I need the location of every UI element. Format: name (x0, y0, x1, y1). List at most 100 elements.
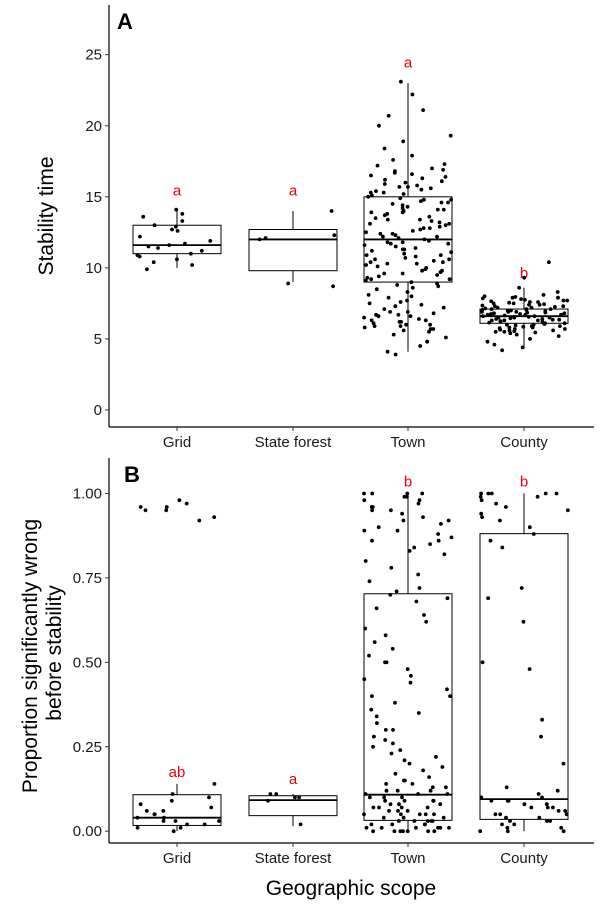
data-point (513, 323, 518, 328)
data-point (505, 825, 510, 830)
panel-a-y-tick-label: 0 (94, 402, 102, 419)
data-point (400, 240, 405, 245)
data-point (449, 250, 454, 255)
data-point (389, 565, 394, 570)
data-point (138, 505, 143, 509)
data-point (435, 273, 439, 277)
data-point (384, 788, 389, 793)
data-point (401, 139, 406, 144)
data-point (406, 185, 410, 189)
data-point (535, 494, 540, 499)
panel-b-box-county: b (479, 474, 569, 832)
box-iqr (132, 794, 222, 826)
data-point (562, 311, 567, 316)
data-point (428, 322, 432, 327)
data-point (397, 802, 401, 807)
data-point (527, 667, 532, 671)
panel-a-ylabel: Stability time (35, 156, 58, 275)
data-point (395, 528, 400, 533)
data-point (405, 829, 410, 834)
panel-b-box-state-forest: a (248, 771, 338, 827)
data-point (479, 491, 483, 496)
data-point (286, 281, 290, 286)
data-point (498, 327, 503, 332)
data-point (524, 307, 529, 312)
data-point (441, 207, 446, 212)
data-point (407, 549, 412, 553)
data-point (392, 829, 397, 834)
panel-b-x-tick-label-grid: Grid (163, 850, 191, 867)
data-point (447, 257, 451, 262)
data-point (382, 213, 387, 218)
data-point (440, 765, 445, 769)
data-point (387, 809, 391, 813)
data-point (145, 267, 149, 272)
data-point (171, 829, 176, 834)
data-point (488, 538, 493, 543)
data-point (514, 332, 519, 337)
data-point (141, 214, 146, 219)
data-point (479, 795, 484, 800)
data-point (381, 234, 385, 239)
data-point (504, 815, 508, 820)
data-point (541, 293, 546, 297)
data-point (544, 802, 549, 807)
panel-b-box-grid: ab (132, 764, 222, 832)
data-point (533, 330, 538, 335)
data-point (405, 809, 410, 813)
data-point (174, 224, 178, 229)
data-point (416, 711, 421, 715)
data-point (427, 214, 432, 219)
data-point (367, 301, 372, 306)
data-point (383, 738, 388, 742)
data-point (446, 518, 451, 523)
data-point (362, 243, 367, 248)
data-point (505, 829, 510, 834)
data-point (364, 263, 368, 267)
data-point (519, 586, 524, 590)
data-point (550, 317, 555, 322)
data-point (520, 345, 525, 350)
data-point (177, 498, 182, 503)
data-point (500, 348, 504, 353)
data-point (390, 202, 395, 206)
data-point (377, 805, 381, 810)
data-point (369, 318, 374, 323)
data-point (369, 822, 374, 827)
data-point (417, 586, 422, 590)
panel-a: A Stability time 0 5 10 15 20 25 Grid State for… (35, 5, 594, 451)
data-point (526, 315, 531, 319)
data-point (175, 257, 179, 262)
data-point (390, 646, 395, 651)
data-point (566, 508, 570, 513)
data-point (429, 219, 434, 223)
data-point (479, 511, 484, 516)
data-point (170, 792, 175, 796)
data-point (559, 825, 564, 830)
data-point (556, 334, 561, 338)
data-point (370, 508, 374, 513)
data-point (398, 324, 403, 328)
panel-a-box-state-forest: a (248, 182, 338, 283)
data-point (381, 190, 386, 195)
box-iqr (248, 795, 338, 817)
panel-b-points-grid (135, 498, 221, 834)
panel-a-y-tick-label: 15 (85, 189, 102, 206)
data-point (364, 253, 369, 257)
data-point (556, 809, 561, 813)
data-point (543, 310, 548, 315)
data-point (180, 219, 185, 223)
data-point (381, 815, 386, 820)
data-point (388, 592, 393, 597)
data-point (514, 310, 519, 314)
data-point (368, 221, 372, 226)
data-point (416, 792, 420, 796)
data-point (427, 329, 431, 334)
data-point (410, 153, 414, 158)
data-point (522, 802, 527, 807)
data-point (164, 505, 169, 509)
data-point (449, 197, 453, 202)
data-point (431, 798, 436, 803)
data-point (422, 237, 427, 242)
data-point (409, 294, 414, 299)
